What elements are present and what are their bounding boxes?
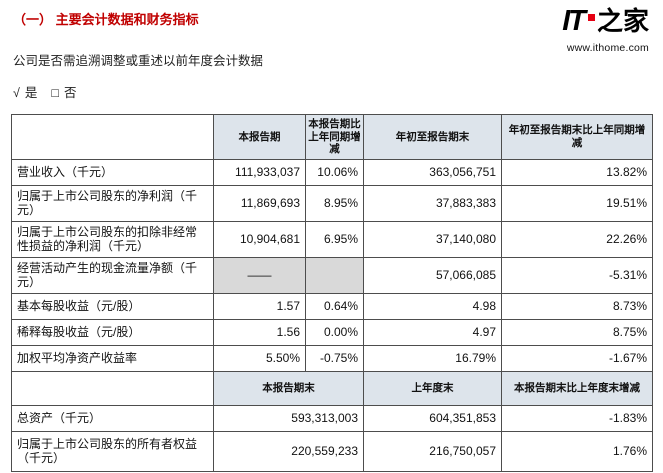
- row-label: 营业收入（千元）: [11, 158, 214, 186]
- ithome-logo: IT 之家 www.ithome.com: [562, 6, 649, 54]
- table-row-basic-eps: 基本每股收益（元/股） 1.57 0.64% 4.98 8.73%: [11, 292, 653, 320]
- yes-no-choices: √ 是 □ 否: [13, 82, 652, 101]
- logo-url-text: www.ithome.com: [566, 42, 649, 54]
- row-label: 经营活动产生的现金流量净额（千元）: [11, 256, 214, 294]
- cell-value: 216,750,057: [363, 430, 502, 472]
- col-header-current-period: 本报告期: [213, 114, 306, 160]
- cell-value: 10.06%: [305, 158, 364, 186]
- table-row-revenue: 营业收入（千元） 111,933,037 10.06% 363,056,751 …: [11, 158, 653, 186]
- cell-value: 4.98: [363, 292, 502, 320]
- col-header-period-end-change: 本报告期末比上年度末增减: [501, 370, 653, 406]
- table-row-net-profit-deducted: 归属于上市公司股东的扣除非经常性损益的净利润（千元） 10,904,681 6.…: [11, 220, 653, 258]
- table-row-shareholders-equity: 归属于上市公司股东的所有者权益（千元） 220,559,233 216,750,…: [11, 430, 653, 472]
- cell-value: 1.76%: [501, 430, 653, 472]
- cell-value: 37,883,383: [363, 184, 502, 222]
- cell-value-empty: [305, 256, 364, 294]
- row-label: 加权平均净资产收益率: [11, 344, 214, 372]
- table-row-operating-cash-flow: 经营活动产生的现金流量净额（千元） —— 57,066,085 -5.31%: [11, 256, 653, 294]
- financial-indicators-table: 本报告期 本报告期比上年同期增减 年初至报告期末 年初至报告期末比上年同期增减 …: [11, 114, 653, 472]
- header-empty-cell: [11, 370, 214, 406]
- table-row-total-assets: 总资产（千元） 593,313,003 604,351,853 -1.83%: [11, 404, 653, 432]
- no-label: 否: [63, 86, 77, 100]
- cell-value: 1.57: [213, 292, 306, 320]
- row-label: 归属于上市公司股东的扣除非经常性损益的净利润（千元）: [11, 220, 214, 258]
- cell-value: 8.73%: [501, 292, 653, 320]
- cell-value: 8.75%: [501, 318, 653, 346]
- cell-value: 111,933,037: [213, 158, 306, 186]
- cell-value: 10,904,681: [213, 220, 306, 258]
- row-label: 基本每股收益（元/股）: [11, 292, 214, 320]
- cell-value: 6.95%: [305, 220, 364, 258]
- cell-value: -1.83%: [501, 404, 653, 432]
- cell-value: -1.67%: [501, 344, 653, 372]
- cell-value: 19.51%: [501, 184, 653, 222]
- cell-value: 4.97: [363, 318, 502, 346]
- cell-value: 1.56: [213, 318, 306, 346]
- col-header-ytd-yoy: 年初至报告期末比上年同期增减: [501, 114, 653, 160]
- col-header-period-end: 本报告期末: [213, 370, 364, 406]
- cell-value: 37,140,080: [363, 220, 502, 258]
- table-header-row-1: 本报告期 本报告期比上年同期增减 年初至报告期末 年初至报告期末比上年同期增减: [11, 114, 653, 160]
- col-header-ytd: 年初至报告期末: [363, 114, 502, 160]
- table-header-row-2: 本报告期末 上年度末 本报告期末比上年度末增减: [11, 370, 653, 406]
- row-label: 总资产（千元）: [11, 404, 214, 432]
- ithome-logo-wordmark: IT 之家: [562, 6, 649, 41]
- header-empty-cell: [11, 114, 214, 160]
- cell-value: 57,066,085: [363, 256, 502, 294]
- cell-value: -0.75%: [305, 344, 364, 372]
- cell-value: -5.31%: [501, 256, 653, 294]
- cell-value: 593,313,003: [213, 404, 364, 432]
- table-row-weighted-roe: 加权平均净资产收益率 5.50% -0.75% 16.79% -1.67%: [11, 344, 653, 372]
- cell-value: 0.64%: [305, 292, 364, 320]
- row-label: 归属于上市公司股东的净利润（千元）: [11, 184, 214, 222]
- logo-it-text: IT: [562, 5, 586, 37]
- cell-value: 8.95%: [305, 184, 364, 222]
- cell-value: 604,351,853: [363, 404, 502, 432]
- row-label: 归属于上市公司股东的所有者权益（千元）: [11, 430, 214, 472]
- cell-value: 363,056,751: [363, 158, 502, 186]
- logo-zhijia-text: 之家: [596, 7, 649, 36]
- logo-red-square-icon: [587, 14, 595, 22]
- section-title: （一） 主要会计数据和财务指标: [13, 12, 199, 27]
- cell-value: 220,559,233: [213, 430, 364, 472]
- yes-checkmark-icon: √: [13, 86, 20, 100]
- yes-label: 是: [24, 86, 38, 100]
- cell-value: 16.79%: [363, 344, 502, 372]
- cell-value: 5.50%: [213, 344, 306, 372]
- no-checkbox-icon: □: [51, 86, 59, 100]
- col-header-current-period-yoy: 本报告期比上年同期增减: [305, 114, 364, 160]
- cell-value: 22.26%: [501, 220, 653, 258]
- row-label: 稀释每股收益（元/股）: [11, 318, 214, 346]
- col-header-prev-year-end: 上年度末: [363, 370, 502, 406]
- cell-value-na: ——: [213, 256, 306, 294]
- cell-value: 13.82%: [501, 158, 653, 186]
- table-row-diluted-eps: 稀释每股收益（元/股） 1.56 0.00% 4.97 8.75%: [11, 318, 653, 346]
- cell-value: 0.00%: [305, 318, 364, 346]
- restatement-question: 公司是否需追溯调整或重述以前年度会计数据: [13, 54, 264, 68]
- table-row-net-profit: 归属于上市公司股东的净利润（千元） 11,869,693 8.95% 37,88…: [11, 184, 653, 222]
- cell-value: 11,869,693: [213, 184, 306, 222]
